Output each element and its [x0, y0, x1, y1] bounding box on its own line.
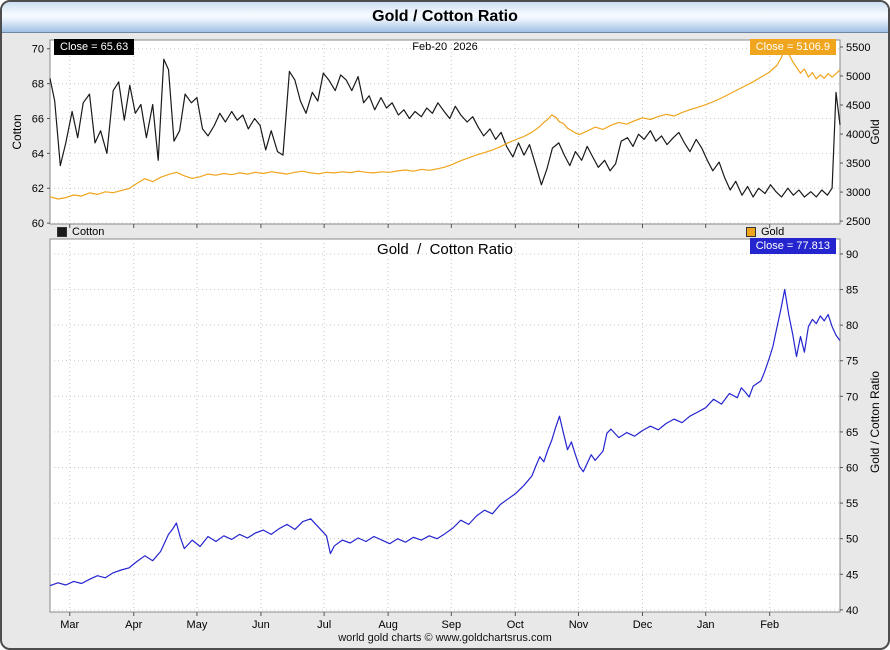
right-axis-tick-label: 2500 — [846, 216, 870, 228]
right-axis-tick-label: 3500 — [846, 158, 870, 170]
left-axis-tick-label: 64 — [32, 148, 44, 160]
series-gold-cotton-ratio — [49, 288, 841, 587]
month-label: May — [187, 619, 208, 631]
right-axis-tick-label: 70 — [846, 391, 858, 403]
right-axis-tick-label: 80 — [846, 320, 858, 332]
legend-gold: Gold — [746, 225, 784, 238]
legend-cotton-label: Cotton — [72, 225, 105, 238]
ratio-panel-title: Gold / Cotton Ratio — [377, 241, 513, 258]
right-axis-tick-label: 65 — [846, 427, 858, 439]
right-axis-tick-label: 40 — [846, 605, 858, 617]
legend-gold-label: Gold — [761, 225, 785, 238]
cotton-swatch-icon — [57, 226, 67, 237]
right-axis-tick-label: 4500 — [846, 100, 870, 112]
gold-axis-title: Gold — [868, 119, 882, 145]
gold-swatch-icon — [746, 226, 756, 237]
right-axis-tick-label: 85 — [846, 285, 858, 297]
month-label: Mar — [60, 619, 79, 631]
month-label: Oct — [507, 619, 524, 631]
cotton-axis-title: Cotton — [10, 114, 24, 150]
copyright-footer: world gold charts © www.goldchartsrus.co… — [338, 632, 552, 644]
left-axis-tick-label: 70 — [32, 44, 44, 56]
right-axis-tick-label: 90 — [846, 249, 858, 261]
right-axis-tick-label: 4000 — [846, 129, 870, 141]
right-axis-tick-label: 75 — [846, 356, 858, 368]
month-label: Feb — [760, 619, 779, 631]
series-cotton — [49, 58, 841, 198]
ratio-axis-title: Gold / Cotton Ratio — [868, 370, 882, 474]
gold-close-badge: Close = 5106.9 — [749, 39, 836, 55]
right-axis-tick-label: 5000 — [846, 71, 870, 83]
date-label: Feb-20 2026 — [412, 41, 478, 53]
right-axis-tick-label: 55 — [846, 498, 858, 510]
right-axis-tick-label: 45 — [846, 569, 858, 581]
plot-area — [49, 238, 841, 613]
right-axis-tick-label: 60 — [846, 462, 858, 474]
month-label: Nov — [569, 619, 589, 631]
series-gold — [49, 48, 841, 200]
window-titlebar: Gold / Cotton Ratio — [2, 2, 888, 33]
month-label: Sep — [442, 619, 462, 631]
plot-area — [49, 39, 841, 225]
month-label: Aug — [378, 619, 398, 631]
left-axis-tick-label: 66 — [32, 113, 44, 125]
legend-cotton: Cotton — [57, 225, 104, 238]
right-axis-tick-label: 5500 — [846, 42, 870, 54]
month-label: Jul — [317, 619, 331, 631]
ratio-close-badge: Close = 77.813 — [749, 238, 836, 254]
month-label: Jan — [697, 619, 715, 631]
left-axis-tick-label: 60 — [32, 218, 44, 230]
right-axis-tick-label: 3000 — [846, 187, 870, 199]
month-label: Dec — [633, 619, 653, 631]
month-label: Jun — [252, 619, 270, 631]
page-title: Gold / Cotton Ratio — [372, 8, 518, 25]
left-axis-tick-label: 68 — [32, 79, 44, 91]
month-label: Apr — [125, 619, 142, 631]
left-axis-tick-label: 62 — [32, 183, 44, 195]
cotton-close-badge: Close = 65.63 — [54, 39, 135, 55]
right-axis-tick-label: 50 — [846, 534, 858, 546]
